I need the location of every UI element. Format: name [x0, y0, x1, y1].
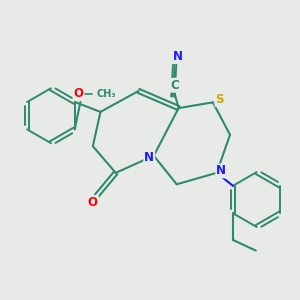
Text: O: O [74, 87, 83, 100]
Text: O: O [88, 196, 98, 209]
Text: N: N [216, 164, 226, 178]
Text: N: N [173, 50, 183, 63]
Text: C: C [170, 79, 179, 92]
Text: CH₃: CH₃ [96, 88, 116, 99]
Text: N: N [144, 151, 154, 164]
Text: S: S [215, 93, 224, 106]
